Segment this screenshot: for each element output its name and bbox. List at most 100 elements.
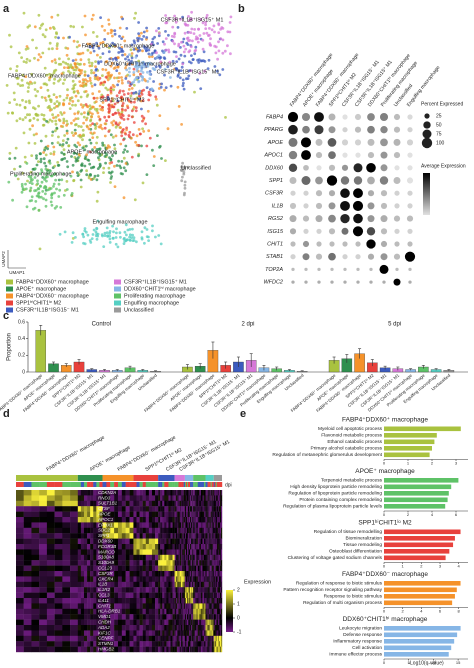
heat-cell [174,603,177,609]
umap-point [65,119,69,123]
heat-cell [151,511,156,518]
heat-cell [139,495,143,501]
heat-cell [145,646,150,653]
heat-cell [62,511,71,518]
heat-cell [148,635,153,642]
heat-cell [200,646,203,653]
umap-point [138,132,142,136]
heat-cell [197,641,200,647]
heat-cell [182,495,184,501]
heat-cell [160,603,163,609]
umap-point [44,134,48,138]
heat-cell [70,538,78,545]
heat-cell [172,592,175,599]
heat-cell [168,603,171,609]
heat-cell [62,630,71,636]
heat-cell [179,490,182,496]
heat-cell [168,571,171,577]
legend-swatch [114,307,121,313]
heat-cell [93,630,97,636]
umap-point [15,65,19,68]
heat-cell [177,554,179,561]
gene-label: TOP2A [265,267,283,273]
heat-cell [87,614,91,620]
umap-point [126,150,129,153]
umap-point [37,209,41,212]
dot [408,280,412,284]
heat-cell [46,576,55,582]
heat-cell [197,495,200,501]
heat-cell [121,517,126,523]
dot [290,190,296,196]
x-tick-label: 0 [383,660,386,665]
heat-cell [62,581,71,588]
heat-cell [54,581,63,588]
heat-cell [16,506,24,512]
heat-cell [158,625,161,631]
heat-cell [23,592,32,599]
heat-cell [174,614,177,620]
heat-cell [174,565,177,572]
gene-label: STMN1 [98,641,114,646]
umap-point [50,196,54,200]
heat-cell [177,517,179,523]
heat-cell [90,641,94,647]
heat-cell [142,500,146,507]
umap-point [62,193,66,197]
umap-point [154,65,158,69]
umap-point [150,62,154,66]
heat-cell [175,522,178,528]
heat-cell [181,549,183,555]
heat-cell [181,619,183,626]
heat-cell [139,533,143,539]
umap-point [94,73,98,77]
heat-cell [46,511,55,518]
heat-cell [145,571,150,577]
heat-cell [83,619,88,626]
heat-cell [174,598,177,604]
heat-cell [142,565,146,572]
heat-cell [39,598,48,604]
umap-point [74,117,78,121]
umap-point [159,85,163,89]
heat-cell [136,581,140,588]
heat-cell [178,576,180,582]
heat-cell [117,533,123,539]
heat-cell [129,592,134,599]
heat-cell [117,506,123,512]
umap-point [173,42,176,46]
heat-cell [178,608,180,615]
heat-cell [194,630,197,636]
heat-cell [162,495,165,501]
umap-point [164,159,167,163]
heat-cell [151,560,156,566]
heat-cell [54,533,63,539]
dot [393,215,401,222]
umap-point [52,150,56,154]
umap-point [96,111,100,115]
heat-cell [183,517,186,523]
heat-cell [158,630,161,636]
heat-cell [139,490,143,496]
umap-point [169,84,173,88]
umap-point [20,78,24,82]
heat-cell [193,506,195,512]
heat-cell [183,619,186,626]
heat-cell [174,619,177,626]
umap-point [153,35,157,39]
umap-point [86,42,90,46]
umap-point [115,94,119,98]
heat-cell [23,554,32,561]
heat-cell [110,592,115,599]
umap-point [183,31,187,35]
heat-cell [117,576,123,582]
umap-point [190,54,193,57]
heat-cell [170,560,173,566]
umap-point [181,161,185,165]
umap-point [74,132,77,135]
umap-point [50,59,54,63]
umap-point [175,55,178,58]
heat-cell [177,608,179,615]
heat-cell [117,538,123,545]
go-term: High density lipoprotein particle remode… [290,484,382,490]
